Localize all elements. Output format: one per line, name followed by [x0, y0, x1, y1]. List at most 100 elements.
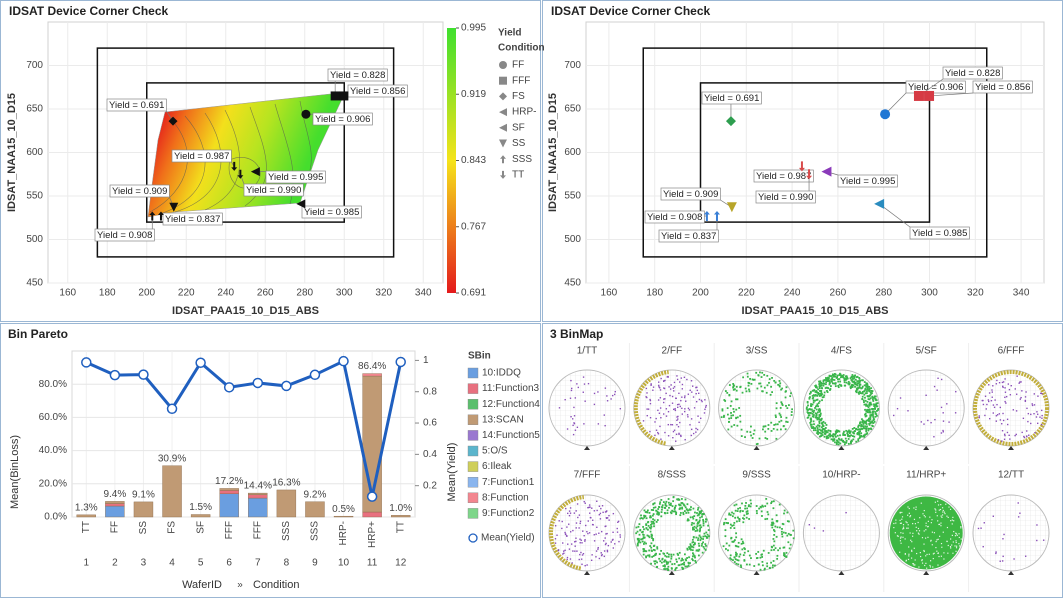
bin-die — [572, 550, 574, 552]
bin-die — [612, 547, 615, 549]
bin-die — [654, 553, 657, 556]
bin-die — [650, 533, 653, 536]
bin-die — [736, 398, 739, 401]
panel-title: Bin Pareto — [8, 327, 68, 341]
bar-segment — [162, 465, 182, 518]
bin-die — [765, 498, 768, 500]
bin-die — [939, 508, 942, 511]
bin-die — [771, 566, 774, 569]
bin-die — [941, 514, 944, 516]
bin-die — [837, 443, 840, 446]
bin-die — [859, 430, 862, 433]
bin-die — [672, 387, 675, 389]
label-box — [909, 226, 970, 240]
bin-die — [851, 378, 854, 380]
bin-die — [667, 411, 670, 413]
bin-die — [605, 533, 607, 535]
bin-die — [912, 523, 914, 525]
bin-die — [700, 399, 703, 402]
x-tick-label: TT — [81, 521, 92, 533]
bin-die — [672, 500, 675, 503]
bin-die — [694, 511, 696, 514]
bin-die — [843, 430, 845, 433]
bin-die — [865, 392, 868, 395]
bin-die — [723, 414, 725, 417]
bin-die — [756, 442, 759, 445]
bin-die — [655, 429, 658, 431]
bin-die — [750, 382, 753, 385]
bin-die — [809, 421, 812, 424]
bin-die — [876, 410, 878, 412]
bin-die — [742, 521, 745, 524]
bin-die — [681, 388, 684, 390]
bin-die — [1005, 402, 1007, 404]
wafer — [802, 494, 880, 572]
bin-die — [915, 508, 917, 511]
bin-die — [771, 376, 773, 379]
y-tick-label: 450 — [564, 278, 581, 289]
bin-die — [689, 562, 691, 564]
bin-die — [738, 407, 741, 409]
bin-die — [683, 504, 686, 507]
bin-die — [654, 434, 656, 437]
bin-die — [1019, 512, 1021, 514]
bin-die — [865, 420, 867, 423]
bin-die — [735, 408, 738, 411]
bin-die — [660, 511, 663, 514]
legend-label: FS — [512, 91, 525, 102]
bin-die — [729, 514, 732, 516]
bin-die — [818, 420, 821, 423]
bin-die — [756, 387, 759, 390]
spec-box — [642, 47, 988, 258]
x-tick-label: 240 — [784, 288, 801, 299]
bin-die — [873, 396, 876, 399]
bin-die — [955, 390, 957, 393]
bin-die — [653, 544, 656, 547]
wafer-notch — [753, 571, 760, 575]
bin-die — [695, 561, 697, 564]
bin-die — [1020, 396, 1022, 399]
label-box — [171, 149, 232, 163]
bin-die — [817, 417, 820, 420]
bin-die — [1030, 413, 1032, 416]
bin-die — [942, 431, 945, 433]
bin-die — [700, 537, 703, 540]
bin-die — [781, 387, 784, 390]
bin-die — [955, 547, 958, 549]
bin-die — [691, 428, 693, 431]
bin-die — [869, 418, 872, 421]
bin-die — [805, 407, 808, 410]
legend-label: Mean(Yield) — [481, 533, 535, 544]
legend-label: 5:O/S — [482, 446, 508, 457]
bin-die — [812, 420, 815, 423]
point — [725, 116, 736, 127]
label-box — [243, 183, 304, 197]
bin-die — [955, 540, 957, 542]
bin-die — [642, 537, 645, 539]
bin-die — [761, 504, 764, 507]
bin-die — [735, 417, 737, 420]
bin-die — [810, 425, 813, 428]
bin-die — [663, 380, 665, 382]
bin-die — [597, 423, 600, 425]
bin-die — [572, 433, 575, 436]
bin-die — [995, 552, 997, 555]
bin-die — [740, 564, 742, 567]
bin-die — [936, 539, 938, 541]
bin-die — [845, 381, 848, 384]
bin-die — [766, 502, 769, 505]
bin-die — [599, 512, 602, 515]
legend-swatch — [467, 399, 479, 410]
bin-die — [1024, 555, 1027, 557]
bin-die — [660, 561, 663, 564]
bin-die — [839, 376, 842, 379]
bin-die — [688, 556, 690, 559]
bin-die — [836, 440, 839, 443]
bin-die — [645, 555, 647, 558]
bar-segment — [190, 514, 211, 518]
bin-die — [900, 536, 902, 538]
bin-die — [938, 523, 940, 526]
total-label: 30.9% — [158, 453, 186, 464]
bin-die — [671, 505, 674, 508]
bin-die — [848, 431, 851, 433]
